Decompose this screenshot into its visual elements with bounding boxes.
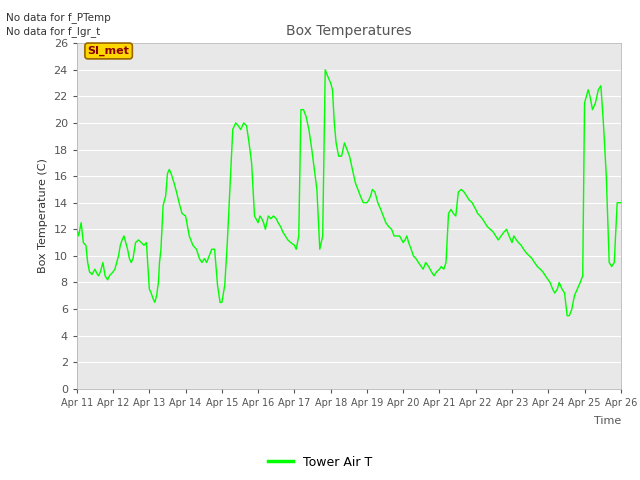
Legend: Tower Air T: Tower Air T <box>263 451 377 474</box>
Text: No data for f_PTemp: No data for f_PTemp <box>6 12 111 23</box>
X-axis label: Time: Time <box>593 417 621 426</box>
Text: SI_met: SI_met <box>88 46 129 56</box>
Title: Box Temperatures: Box Temperatures <box>286 24 412 38</box>
Y-axis label: Box Temperature (C): Box Temperature (C) <box>38 158 48 274</box>
Text: No data for f_lgr_t: No data for f_lgr_t <box>6 26 100 37</box>
